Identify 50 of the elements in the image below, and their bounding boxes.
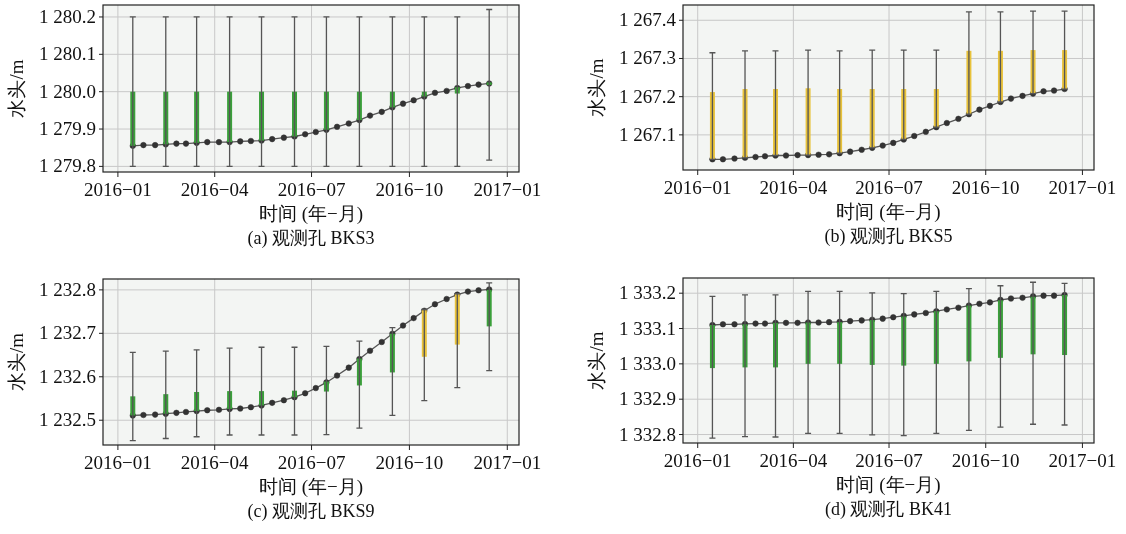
y-tick-label: 1 280.2: [39, 5, 96, 27]
x-tick-label: 2016−10: [951, 177, 1020, 198]
x-axis-title: 时间 (年−月): [258, 476, 364, 498]
x-tick-label: 2016−07: [855, 177, 923, 198]
text: (b) 观测孔 BKS5: [824, 226, 953, 247]
text: (d) 观测孔 BK41: [825, 499, 952, 520]
y-axis-title: 水头/m: [586, 331, 607, 390]
x-tick-label: 2016−04: [180, 179, 250, 200]
y-tick-label: 1 267.2: [619, 85, 676, 107]
y-tick-label: 1 232.6: [39, 365, 96, 387]
x-tick-label: 2016−01: [663, 450, 732, 471]
y-tick-label: 1 279.9: [39, 118, 96, 140]
y-tick-label: 1 332.8: [619, 423, 676, 445]
y-tick-label: 1 280.1: [39, 43, 96, 65]
x-axis-title: 时间 (年−月): [836, 201, 941, 223]
y-tick-label: 1 232.7: [39, 322, 96, 344]
y-tick-label: 1 232.8: [39, 278, 96, 300]
x-tick-label: 2016−07: [277, 452, 346, 473]
x-tick-label: 2016−01: [84, 452, 152, 473]
x-tick-label: 2016−01: [663, 177, 732, 198]
y-tick-label: 1 267.3: [619, 47, 676, 69]
y-tick-label: 1 280.0: [39, 80, 96, 102]
y-tick-label: 1 333.0: [619, 352, 676, 374]
y-axis-title: 水头/m: [6, 332, 27, 392]
y-axis-title: 水头/m: [586, 58, 607, 117]
x-tick-label: 2017−01: [1048, 177, 1117, 198]
x-axis-title: 时间 (年−月): [836, 474, 941, 496]
x-tick-label: 2017−01: [473, 452, 542, 473]
x-axis-title: 时间 (年−月): [258, 203, 364, 225]
y-tick-label: 1 267.1: [619, 123, 676, 145]
x-tick-label: 2017−01: [1048, 450, 1117, 471]
x-tick-label: 2017−01: [473, 179, 542, 200]
x-tick-label: 2016−07: [277, 179, 346, 200]
y-tick-label: 1 279.8: [39, 155, 96, 177]
y-tick-label: 1 232.5: [39, 409, 96, 431]
x-tick-label: 2016−10: [375, 179, 444, 200]
y-axis-title: 水头/m: [6, 59, 27, 118]
x-tick-label: 2016−01: [84, 179, 152, 200]
x-tick-label: 2016−04: [759, 450, 828, 471]
y-tick-label: 1 267.4: [619, 9, 677, 31]
x-tick-label: 2016−04: [180, 452, 250, 473]
x-tick-label: 2016−04: [759, 177, 828, 198]
y-tick-label: 1 333.2: [619, 282, 676, 304]
x-tick-label: 2016−10: [375, 452, 444, 473]
text: (c) 观测孔 BKS9: [247, 501, 375, 522]
y-tick-label: 1 333.1: [619, 317, 676, 339]
x-tick-label: 2016−10: [951, 450, 1020, 471]
text: (a) 观测孔 BKS3: [247, 228, 375, 249]
y-tick-label: 1 332.9: [619, 388, 676, 410]
x-tick-label: 2016−07: [855, 450, 923, 471]
